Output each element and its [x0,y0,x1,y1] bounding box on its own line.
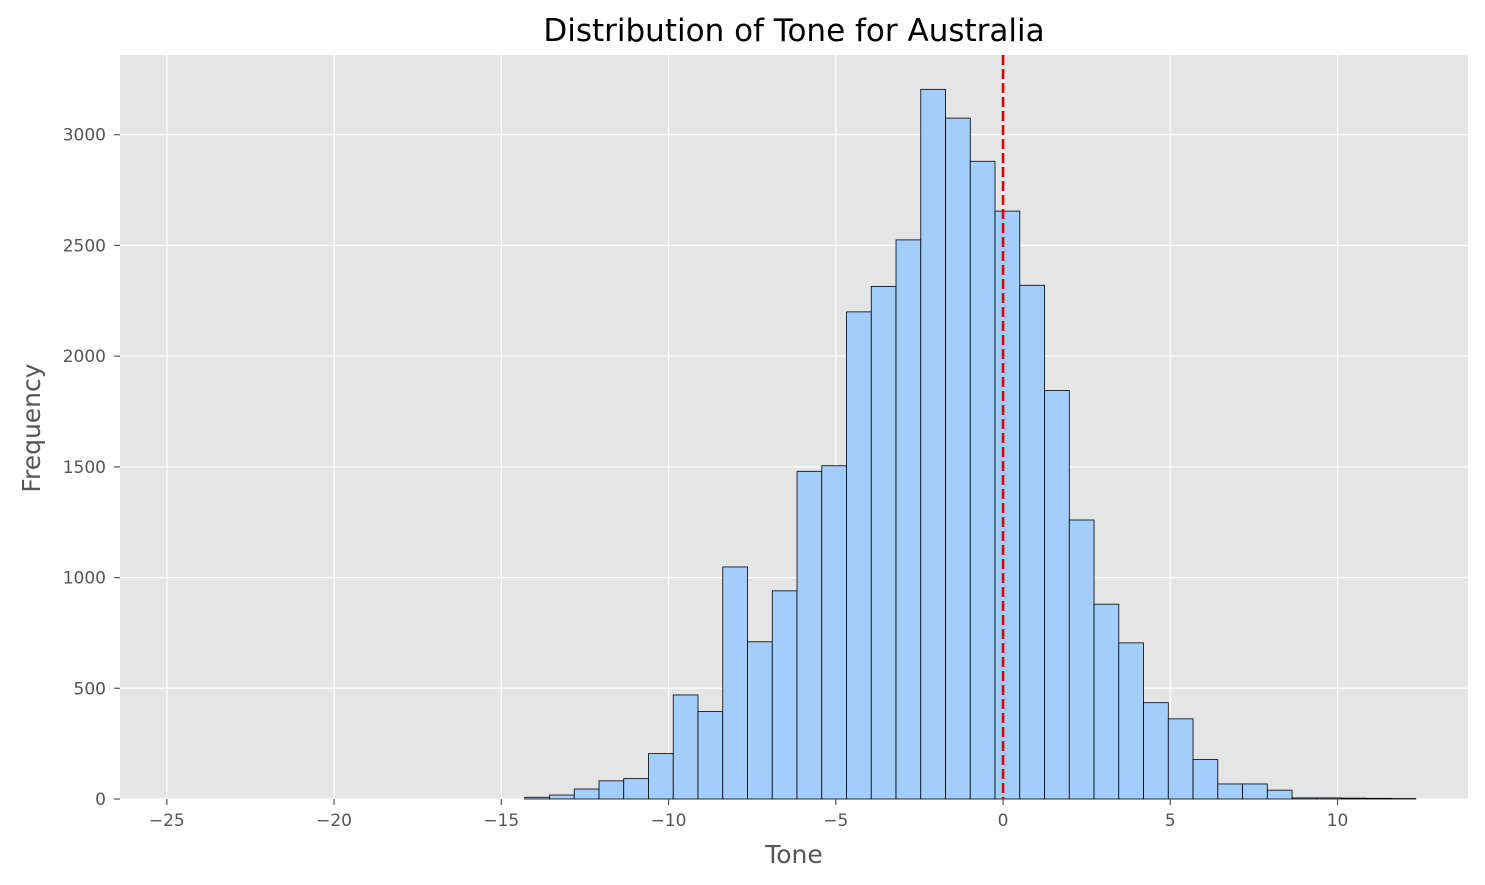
histogram-bar [846,311,872,800]
histogram-bar [1044,390,1070,800]
histogram-bar [771,590,798,800]
histogram-bar [870,285,897,800]
chart-title: Distribution of Tone for Australia [543,13,1044,49]
histogram-bar [1217,783,1243,800]
histogram-bar [598,780,625,800]
x-tick-label: −25 [149,811,185,831]
histogram-bar [1068,519,1095,800]
histogram-bar [1118,642,1144,800]
histogram-bar [994,210,1021,800]
histogram-bar [722,566,748,800]
x-tick-label: 5 [1165,811,1176,831]
x-axis-ticks: −25 −20 −15 −10 −5 0 5 10 [149,799,1348,831]
histogram-bar [623,778,649,800]
histogram-bar [549,794,575,800]
y-tick-label: 3000 [63,126,106,146]
x-tick-label: −20 [316,811,352,831]
x-tick-label: 10 [1327,811,1349,831]
histogram-bar [1019,284,1045,800]
x-tick-label: 0 [998,811,1009,831]
histogram-bar [747,641,773,800]
histogram-bar [1167,718,1194,800]
histogram-bar [920,88,946,800]
y-tick-label: 1500 [63,458,106,478]
histogram-bar [1365,797,1392,800]
histogram-bar [1242,783,1268,800]
y-tick-label: 2000 [63,347,106,367]
histogram-bar [969,160,996,800]
y-tick-label: 1000 [63,569,106,589]
histogram-bar [1291,797,1318,800]
histogram-bar [1266,789,1293,800]
y-tick-label: 500 [74,679,106,699]
x-axis-label: Tone [764,840,823,869]
histogram-bar [524,796,550,800]
y-axis-ticks: 0 500 1000 1500 2000 2500 3000 [63,126,120,810]
histogram-bar [821,465,847,800]
y-tick-label: 0 [95,790,106,810]
histogram-bar [1192,759,1219,800]
histogram-bar [945,117,971,800]
x-tick-label: −15 [483,811,519,831]
y-tick-label: 2500 [63,236,106,256]
histogram-bar [672,694,699,800]
histogram-bar [1316,797,1342,800]
histogram-bar [796,470,823,800]
histogram-bar [1093,603,1120,800]
histogram-bar [895,239,922,800]
histogram-bar [648,753,674,800]
y-axis-label: Frequency [17,363,46,492]
histogram-bar [573,788,600,800]
histogram-bar [697,711,724,800]
x-tick-label: −10 [651,811,687,831]
histogram-bar [1341,797,1367,800]
histogram-bars [524,88,1417,800]
histogram-bar [1143,702,1169,800]
x-tick-label: −5 [823,811,848,831]
